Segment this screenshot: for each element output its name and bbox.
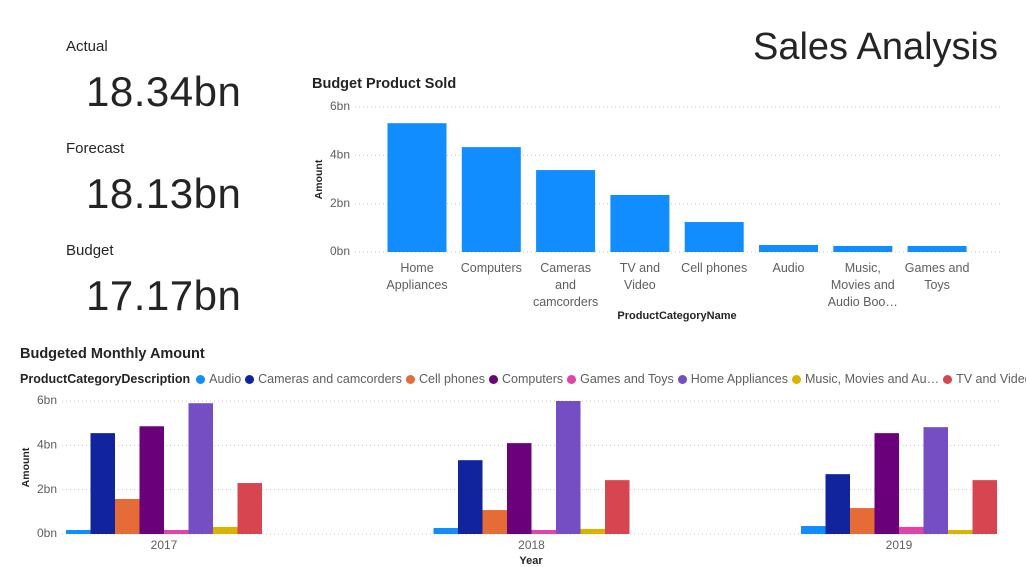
- legend-swatch: [405, 374, 415, 384]
- legend-title: ProductCategoryDescription: [20, 372, 191, 386]
- y-tick-label: 4bn: [37, 438, 57, 452]
- legend-item[interactable]: Cell phones: [405, 372, 485, 386]
- x-tick-label: Home Appliances: [386, 261, 448, 292]
- bar: [610, 194, 670, 252]
- bar: [801, 526, 826, 534]
- x-tick-label: 2017: [151, 538, 178, 552]
- legend-swatch: [196, 374, 206, 384]
- x-tick-label: Computers: [460, 261, 522, 275]
- legend-item[interactable]: Games and Toys: [567, 372, 674, 386]
- bar: [556, 401, 581, 534]
- bar: [387, 123, 447, 252]
- card-value: 18.13bn: [86, 170, 242, 217]
- x-tick-label: Music, Movies and Audio Boo…: [827, 261, 898, 309]
- bar: [907, 245, 967, 252]
- legend-label: Cell phones: [418, 372, 485, 386]
- legend-swatch: [245, 374, 255, 384]
- legend-swatch: [943, 374, 953, 384]
- bar: [164, 530, 189, 534]
- x-axis-title: ProductCategoryName: [617, 310, 736, 322]
- x-tick-label: 2019: [886, 538, 913, 552]
- y-tick-label: 4bn: [330, 148, 350, 162]
- bar: [237, 483, 262, 534]
- legend-swatch: [677, 374, 687, 384]
- card-value: 17.17bn: [86, 272, 242, 319]
- bar: [605, 480, 630, 534]
- legend-item[interactable]: Music, Movies and Au…: [791, 372, 940, 386]
- legend-item[interactable]: Cameras and camcorders: [245, 372, 402, 386]
- legend-item[interactable]: Computers: [488, 372, 564, 386]
- bar: [684, 222, 744, 252]
- legend-label: Audio: [209, 372, 242, 386]
- x-tick-label: Games and Toys: [904, 261, 970, 292]
- bar: [461, 147, 521, 252]
- legend-swatch: [791, 374, 801, 384]
- y-axis-title: Amount: [20, 447, 32, 487]
- bar: [874, 433, 899, 534]
- chart-title: Budget Product Sold: [312, 76, 457, 92]
- bar: [507, 443, 532, 534]
- legend-label: TV and Video: [956, 372, 1026, 386]
- legend-item[interactable]: Audio: [196, 372, 241, 386]
- bar: [850, 508, 875, 534]
- x-tick-label: 2018: [518, 538, 545, 552]
- bar: [948, 530, 973, 534]
- y-tick-label: 2bn: [330, 196, 350, 210]
- bar: [433, 528, 458, 534]
- legend-label: Computers: [501, 372, 564, 386]
- bar: [139, 426, 164, 534]
- bar: [759, 244, 818, 252]
- legend-item[interactable]: Home Appliances: [677, 372, 788, 386]
- bar: [115, 498, 140, 534]
- x-axis-title: Year: [519, 555, 543, 567]
- x-tick-label: Cameras and camcorders: [532, 261, 599, 309]
- page-title: Sales Analysis: [752, 26, 998, 68]
- bar: [482, 510, 507, 534]
- y-tick-label: 2bn: [37, 482, 57, 496]
- x-tick-label: Audio: [772, 261, 805, 275]
- bar: [833, 245, 893, 252]
- bar: [580, 528, 605, 534]
- bar: [188, 403, 213, 534]
- y-tick-label: 6bn: [330, 99, 350, 113]
- bar: [458, 460, 483, 534]
- bar: [899, 526, 924, 534]
- y-axis-title: Amount: [313, 159, 325, 199]
- y-tick-label: 6bn: [37, 393, 57, 407]
- x-tick-label: TV and Video: [619, 261, 661, 292]
- bar: [213, 526, 238, 534]
- legend-item[interactable]: TV and Video: [943, 372, 1026, 386]
- bar: [66, 530, 91, 534]
- y-tick-label: 0bn: [37, 526, 57, 540]
- card-value: 18.34bn: [86, 68, 242, 115]
- legend-label: Games and Toys: [580, 372, 674, 386]
- bar: [923, 427, 948, 534]
- legend-swatch: [567, 374, 577, 384]
- bar: [531, 530, 556, 534]
- chart-title: Budgeted Monthly Amount: [20, 346, 205, 362]
- card-label: Actual: [66, 38, 108, 55]
- bar: [972, 480, 997, 534]
- card-label: Forecast: [66, 140, 125, 157]
- legend-label: Music, Movies and Au…: [804, 372, 940, 386]
- card-label: Budget: [66, 242, 114, 259]
- bar: [536, 170, 596, 252]
- legend-label: Cameras and camcorders: [258, 372, 402, 386]
- legend-label: Home Appliances: [690, 372, 788, 386]
- bar: [90, 433, 115, 534]
- bar: [825, 474, 850, 534]
- legend: ProductCategoryDescription Audio Cameras a…: [20, 372, 1026, 386]
- legend-swatch: [488, 374, 498, 384]
- x-tick-label: Cell phones: [681, 261, 748, 275]
- y-tick-label: 0bn: [330, 244, 350, 258]
